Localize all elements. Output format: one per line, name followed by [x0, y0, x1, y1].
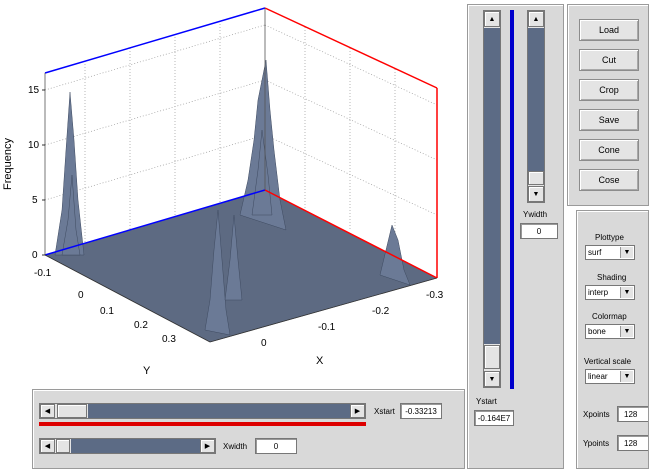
plottype-label: Plottype: [595, 233, 624, 242]
surface-peaks: [54, 59, 411, 336]
plottype-select[interactable]: surf ▼: [585, 245, 635, 260]
y-tick-03: 0.3: [162, 334, 176, 345]
vertical-scale-select[interactable]: linear ▼: [585, 369, 635, 384]
save-button[interactable]: Save: [579, 109, 639, 131]
z-tick-marks: [42, 89, 45, 256]
ywidth-field[interactable]: 0: [520, 223, 558, 239]
ystart-up-arrow[interactable]: ▲: [484, 11, 500, 27]
ystart-blue-bar: [510, 10, 514, 389]
z-tick-15: 15: [28, 85, 40, 96]
grid-left: [44, 21, 266, 243]
chevron-down-icon[interactable]: ▼: [620, 287, 633, 298]
xstart-label: Xstart: [374, 407, 395, 416]
close-button[interactable]: Cose: [579, 169, 639, 191]
z-tick-5: 5: [32, 195, 38, 206]
ywidth-slider[interactable]: ▲ ▼: [527, 10, 545, 203]
ystart-track[interactable]: [484, 28, 500, 344]
ywidth-thumb[interactable]: [528, 171, 544, 185]
ystart-label: Ystart: [476, 397, 497, 406]
z-tick-10: 10: [28, 140, 40, 151]
xwidth-label: Xwidth: [223, 442, 248, 451]
x-tick-neg02: -0.2: [372, 306, 390, 317]
x-tick-neg03: -0.3: [426, 290, 444, 301]
ypoints-label: Ypoints: [583, 439, 610, 448]
shading-value: interp: [588, 288, 609, 297]
plottype-value: surf: [588, 248, 602, 257]
load-button[interactable]: Load: [579, 19, 639, 41]
clone-button[interactable]: Cone: [579, 139, 639, 161]
xwidth-track[interactable]: [71, 439, 200, 453]
box-edge-top-left: [44, 7, 266, 74]
ywidth-down-arrow[interactable]: ▼: [528, 186, 544, 202]
colormap-value: bone: [588, 327, 606, 336]
y-axis-label: Y: [143, 365, 151, 377]
cut-button[interactable]: Cut: [579, 49, 639, 71]
xstart-slider[interactable]: ◀ ▶: [39, 403, 366, 419]
y-tick-02: 0.2: [134, 320, 148, 331]
back-wall-left: [45, 8, 265, 255]
xwidth-left-arrow[interactable]: ◀: [40, 439, 55, 453]
vertical-scale-value: linear: [588, 372, 608, 381]
x-axis-line: [209, 277, 438, 343]
xwidth-field[interactable]: 0: [255, 438, 297, 454]
grid-right: [264, 24, 438, 250]
y-axis-line: [44, 254, 211, 343]
box-edge-top-right: [264, 7, 438, 89]
y-controls-panel: ▲ ▼ Ystart -0.164E7 ▲ ▼ Ywidth 0: [467, 4, 564, 469]
options-panel: Plottype surf ▼ Shading interp ▼ Colorma…: [576, 210, 649, 469]
ystart-slider[interactable]: ▲ ▼: [483, 10, 501, 388]
ywidth-track[interactable]: [528, 28, 544, 171]
ystart-down-arrow[interactable]: ▼: [484, 371, 500, 387]
plot-canvas: [42, 7, 438, 343]
z-tick-0: 0: [32, 250, 38, 261]
xpoints-label: Xpoints: [583, 410, 610, 419]
xstart-thumb[interactable]: [57, 404, 87, 418]
xwidth-thumb[interactable]: [56, 439, 70, 453]
x-tick-neg01: -0.1: [318, 322, 336, 333]
back-wall-right: [265, 8, 437, 278]
y-tick-neg01: -0.1: [34, 268, 52, 279]
colormap-select[interactable]: bone ▼: [585, 324, 635, 339]
action-buttons-panel: Load Cut Crop Save Cone Cose: [567, 4, 649, 206]
chevron-down-icon[interactable]: ▼: [620, 326, 633, 337]
crop-button[interactable]: Crop: [579, 79, 639, 101]
xstart-left-arrow[interactable]: ◀: [40, 404, 55, 418]
xwidth-slider[interactable]: ◀ ▶: [39, 438, 216, 454]
shading-label: Shading: [597, 273, 627, 282]
box-edge-bottom-left: [44, 189, 266, 256]
xstart-red-bar: [39, 422, 366, 426]
xstart-track[interactable]: [88, 404, 350, 418]
vertical-scale-label: Vertical scale: [584, 357, 632, 366]
x-tick-0: 0: [261, 338, 267, 349]
colormap-label: Colormap: [592, 312, 627, 321]
chevron-down-icon[interactable]: ▼: [620, 247, 633, 258]
xstart-right-arrow[interactable]: ▶: [350, 404, 365, 418]
xpoints-field[interactable]: 128: [617, 406, 648, 422]
ystart-thumb[interactable]: [484, 345, 500, 369]
y-tick-01: 0.1: [100, 306, 114, 317]
x-axis-label: X: [316, 355, 324, 367]
box-edge-bottom-right: [264, 189, 438, 279]
shading-select[interactable]: interp ▼: [585, 285, 635, 300]
xwidth-right-arrow[interactable]: ▶: [200, 439, 215, 453]
ywidth-up-arrow[interactable]: ▲: [528, 11, 544, 27]
ystart-field[interactable]: -0.164E7: [474, 410, 514, 426]
ypoints-field[interactable]: 128: [617, 435, 648, 451]
xstart-field[interactable]: -0.33213: [400, 403, 442, 419]
z-axis-label: Frequency: [1, 138, 14, 190]
ywidth-label: Ywidth: [523, 210, 548, 219]
chevron-down-icon[interactable]: ▼: [620, 371, 633, 382]
surface-plot[interactable]: 15 10 5 0 Frequency -0.1 0 0.1 0.2 0.3 Y…: [0, 0, 470, 385]
x-controls-panel: ◀ ▶ Xstart -0.33213 ◀ ▶ Xwidth 0: [32, 389, 465, 469]
y-tick-0: 0: [78, 290, 84, 301]
